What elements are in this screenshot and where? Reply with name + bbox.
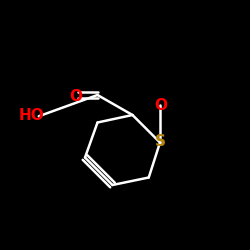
Text: O: O <box>154 98 167 113</box>
Text: S: S <box>155 134 166 149</box>
Text: HO: HO <box>18 108 44 122</box>
Text: O: O <box>70 89 83 104</box>
